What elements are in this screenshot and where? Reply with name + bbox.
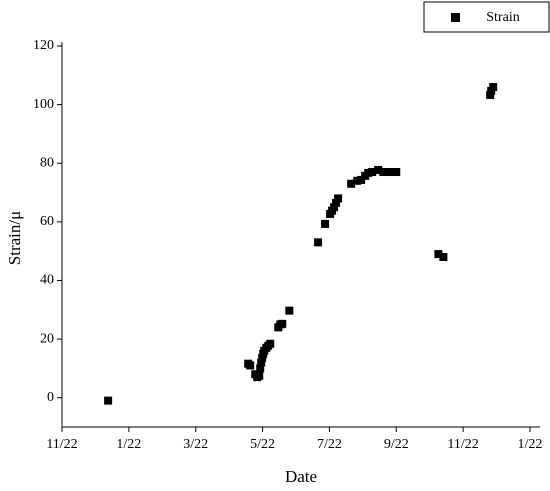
x-tick-label: 3/22 xyxy=(183,437,208,452)
x-tick-label: 11/22 xyxy=(46,437,77,452)
y-tick-label: 60 xyxy=(40,214,54,229)
x-tick-label: 9/22 xyxy=(384,437,409,452)
y-tick-label: 80 xyxy=(40,155,54,170)
legend-marker xyxy=(451,13,460,22)
point xyxy=(347,179,356,188)
x-axis-title: Date xyxy=(285,467,317,486)
point xyxy=(258,353,267,362)
point xyxy=(374,165,383,174)
x-tick-label: 7/22 xyxy=(317,437,342,452)
y-tick-label: 100 xyxy=(33,97,54,112)
x-tick-label: 11/22 xyxy=(447,437,478,452)
y-tick-label: 40 xyxy=(40,273,54,288)
point xyxy=(257,358,266,367)
point xyxy=(266,339,275,348)
y-axis-title: Strain/μ xyxy=(5,211,24,265)
point xyxy=(392,168,401,177)
point xyxy=(330,203,339,212)
y-tick-label: 120 xyxy=(33,38,54,53)
x-tick-label: 1/22 xyxy=(518,437,543,452)
point xyxy=(334,194,343,203)
point xyxy=(104,396,113,405)
point xyxy=(434,250,443,259)
point xyxy=(256,364,265,373)
point xyxy=(379,168,388,177)
x-tick-label: 1/22 xyxy=(116,437,141,452)
point xyxy=(364,168,373,177)
legend-label: Strain xyxy=(486,10,519,25)
point xyxy=(246,361,255,370)
point xyxy=(353,176,362,185)
y-tick-label: 20 xyxy=(40,331,54,346)
y-tick-label: 0 xyxy=(47,390,54,405)
point xyxy=(489,83,498,92)
x-tick-label: 5/22 xyxy=(250,437,275,452)
point xyxy=(285,306,294,315)
legend-box xyxy=(423,1,550,33)
point xyxy=(486,90,495,99)
point xyxy=(314,238,323,247)
point xyxy=(439,253,448,262)
point xyxy=(332,198,341,207)
point xyxy=(357,175,366,184)
point xyxy=(368,168,377,177)
point xyxy=(278,319,287,328)
point xyxy=(255,371,264,380)
point xyxy=(386,168,395,177)
point xyxy=(321,219,330,228)
